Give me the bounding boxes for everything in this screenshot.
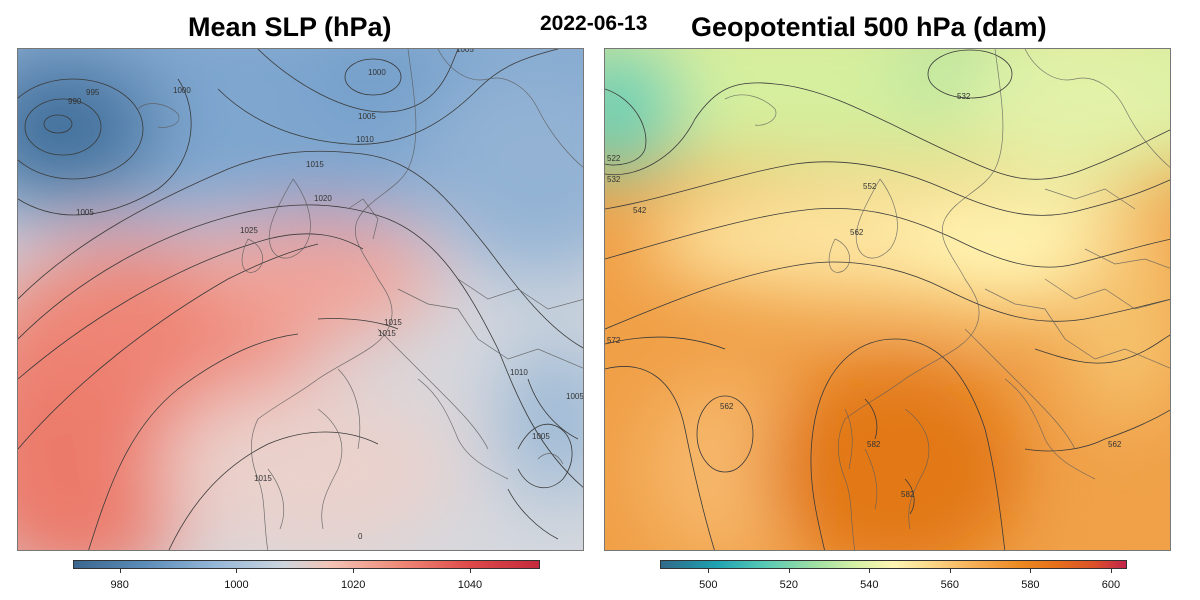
svg-text:1015: 1015	[384, 318, 402, 327]
z500-shading	[605, 49, 1170, 550]
z500-coastlines	[724, 49, 1170, 550]
z500-map: 532 522 532 542 552 562 572 562 582 582 …	[604, 48, 1171, 551]
z500-colorbar-tick	[788, 569, 790, 573]
svg-text:522: 522	[607, 154, 621, 163]
svg-text:1005: 1005	[532, 432, 550, 441]
svg-text:582: 582	[901, 490, 915, 499]
z500-colorbar-tick-label: 560	[940, 579, 960, 591]
svg-text:1020: 1020	[314, 194, 332, 203]
svg-text:542: 542	[633, 206, 647, 215]
slp-shading	[18, 49, 583, 550]
svg-text:1005: 1005	[358, 112, 376, 121]
svg-text:562: 562	[850, 228, 864, 237]
svg-text:1015: 1015	[378, 329, 396, 338]
slp-colorbar-tick-label: 1040	[457, 579, 483, 591]
slp-colorbar-tick	[469, 569, 471, 573]
svg-text:582: 582	[867, 440, 881, 449]
z500-colorbar	[660, 560, 1127, 569]
svg-text:1015: 1015	[254, 474, 272, 483]
slp-title: Mean SLP (hPa)	[188, 12, 392, 42]
slp-contour-labels: 1005 1000 995 990 1000 1005 1010 1015 10…	[68, 49, 584, 541]
svg-text:0: 0	[358, 532, 363, 541]
z500-colorbar-tick-label: 540	[860, 579, 879, 591]
svg-text:532: 532	[957, 92, 971, 101]
svg-text:552: 552	[863, 182, 877, 191]
z500-colorbar-tick-label: 580	[1021, 579, 1040, 591]
svg-text:1000: 1000	[368, 68, 386, 77]
z500-isohypses	[605, 49, 1170, 550]
svg-text:1010: 1010	[356, 135, 374, 144]
svg-text:990: 990	[68, 97, 82, 106]
z500-colorbar-tick	[1110, 569, 1112, 573]
z500-colorbar-tick	[869, 569, 871, 573]
slp-coastlines	[137, 49, 583, 550]
svg-text:1005: 1005	[566, 392, 584, 401]
svg-text:532: 532	[607, 175, 621, 184]
z500-colorbar-tick	[949, 569, 951, 573]
z500-colorbar-tick-label: 600	[1101, 579, 1121, 591]
svg-text:1005: 1005	[76, 208, 94, 217]
svg-text:995: 995	[86, 88, 100, 97]
svg-text:1005: 1005	[456, 49, 474, 54]
z500-colorbar-tick	[708, 569, 710, 573]
svg-text:1010: 1010	[510, 368, 528, 377]
slp-colorbar-tick-label: 1000	[224, 579, 249, 591]
z500-colorbar-tick-label: 500	[699, 579, 718, 591]
svg-text:562: 562	[1108, 440, 1122, 449]
svg-text:1025: 1025	[240, 226, 258, 235]
z500-contour-labels: 532 522 532 542 552 562 572 562 582 582 …	[607, 92, 1122, 499]
svg-text:562: 562	[720, 402, 734, 411]
svg-text:572: 572	[607, 336, 621, 345]
svg-text:1000: 1000	[173, 86, 191, 95]
svg-text:1015: 1015	[306, 160, 324, 169]
z500-colorbar-tick	[1030, 569, 1032, 573]
z500-colorbar-tick-label: 520	[779, 579, 798, 591]
date-label: 2022-06-13	[540, 12, 648, 35]
slp-colorbar-tick-label: 980	[110, 579, 129, 591]
slp-map-canvas: 1005 1000 995 990 1000 1005 1010 1015 10…	[18, 49, 584, 550]
slp-colorbar	[73, 560, 540, 569]
slp-colorbar-tick	[353, 569, 355, 573]
slp-colorbar-tick-label: 1020	[340, 579, 366, 591]
z500-title: Geopotential 500 hPa (dam)	[691, 12, 1047, 42]
slp-colorbar-tick	[236, 569, 238, 573]
slp-map: 1005 1000 995 990 1000 1005 1010 1015 10…	[17, 48, 584, 551]
z500-map-canvas: 532 522 532 542 552 562 572 562 582 582 …	[605, 49, 1170, 550]
slp-colorbar-tick	[119, 569, 121, 573]
slp-isobars	[18, 49, 583, 550]
